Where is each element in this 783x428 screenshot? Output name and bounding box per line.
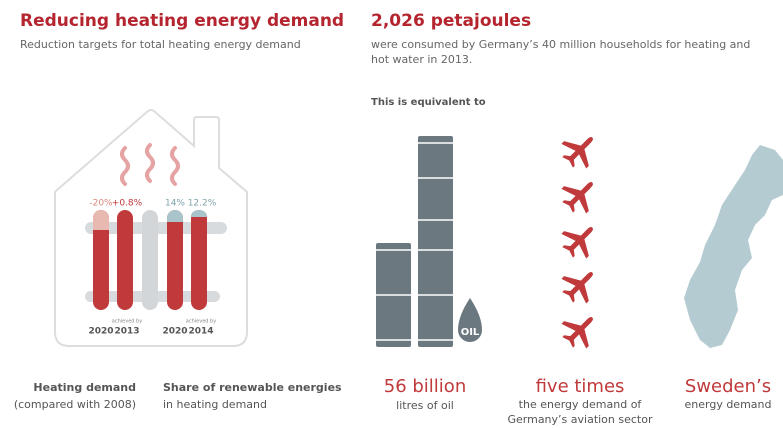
label: 12.2% bbox=[188, 199, 217, 209]
caption: in heating demand bbox=[163, 398, 267, 411]
text: were consumed by Germany’s 40 million ho… bbox=[371, 38, 750, 51]
label: +0.8% bbox=[112, 199, 143, 209]
planes bbox=[555, 137, 605, 355]
headline: Sweden’s bbox=[685, 376, 771, 397]
sweden-map bbox=[684, 145, 783, 348]
house bbox=[54, 109, 248, 347]
barrels bbox=[376, 136, 482, 347]
note: achieved by bbox=[112, 319, 142, 325]
year: 2020 bbox=[88, 327, 113, 337]
oil-label: OIL bbox=[461, 327, 480, 338]
caption-title: Heating demand bbox=[33, 381, 136, 394]
title: Reducing heating energy demand bbox=[20, 11, 344, 31]
text: the energy demand of bbox=[519, 398, 643, 411]
year: 2014 bbox=[188, 327, 213, 337]
note: achieved by bbox=[186, 319, 216, 325]
caption: (compared with 2008) bbox=[14, 398, 136, 411]
radiator bbox=[85, 210, 227, 310]
subtitle: Reduction targets for total heating ener… bbox=[20, 38, 301, 51]
headline: five times bbox=[536, 376, 625, 397]
caption-title: Share of renewable energies bbox=[163, 381, 342, 394]
text: energy demand bbox=[685, 398, 772, 411]
intro: This is equivalent to bbox=[371, 97, 486, 108]
label: -20% bbox=[89, 199, 113, 209]
text: litres of oil bbox=[396, 399, 454, 412]
label: 14% bbox=[165, 199, 185, 209]
year: 2013 bbox=[114, 327, 139, 337]
text: hot water in 2013. bbox=[371, 53, 472, 66]
headline: 56 billion bbox=[384, 376, 466, 397]
steam bbox=[120, 143, 180, 186]
text: Germany’s aviation sector bbox=[507, 413, 652, 426]
year: 2020 bbox=[162, 327, 187, 337]
title: 2,026 petajoules bbox=[371, 11, 531, 31]
